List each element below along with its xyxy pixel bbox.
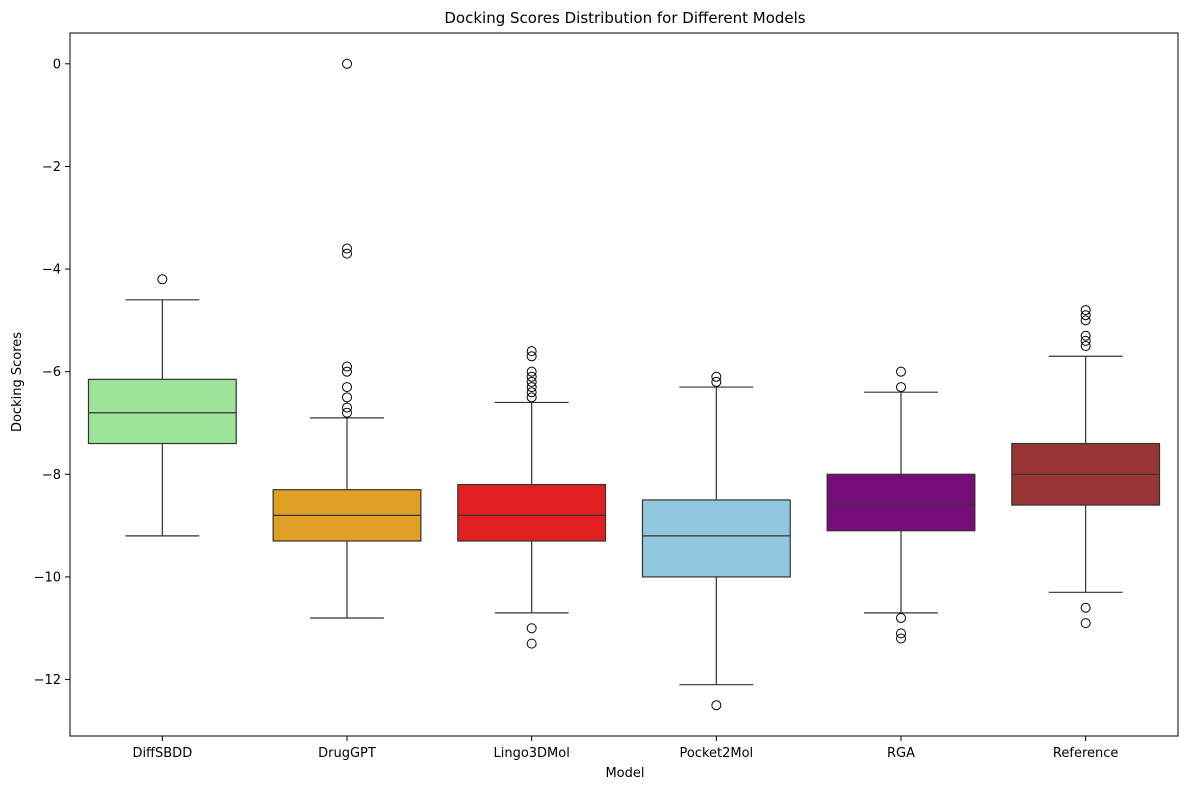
outlier-point [1080, 305, 1091, 316]
x-tick-label: RGA [887, 746, 915, 761]
x-tick-label: Reference [1053, 746, 1118, 761]
outlier-point [1080, 335, 1091, 346]
y-tick-label: −4 [42, 263, 61, 278]
outlier-point [342, 407, 352, 418]
outlier-point [896, 612, 906, 623]
outlier-point [896, 382, 906, 393]
outlier-point [1080, 618, 1091, 629]
y-axis-label: Docking Scores [10, 332, 25, 432]
y-tick-label: −6 [42, 365, 61, 380]
outlier-point [157, 274, 168, 285]
plot-frame [69, 32, 1179, 737]
box-diffsbdd [87, 378, 237, 445]
box-rga [826, 473, 976, 532]
y-tick-label: −8 [42, 468, 61, 483]
x-tick-label: DrugGPT [318, 746, 376, 761]
y-tick-label: 0 [53, 57, 61, 72]
outlier-point [1080, 602, 1091, 613]
outlier-point [1080, 330, 1091, 341]
outlier-point [526, 387, 537, 398]
outlier-point [342, 361, 352, 372]
outlier-point [711, 700, 722, 711]
outlier-point [342, 366, 352, 377]
y-tick-label: −10 [34, 570, 61, 585]
plot-area: 0 −2 −4 −6 −8 −10 −12 DiffSBDD DrugGPT Lingo3DMol… [34, 32, 1179, 761]
outlier-point [526, 382, 537, 393]
outlier-point [526, 346, 537, 357]
x-tick-label: Pocket2Mol [679, 746, 753, 761]
outlier-point [711, 371, 722, 382]
box-pocket2mol [641, 499, 791, 578]
x-axis-label: Model [605, 766, 644, 781]
outlier-point [526, 351, 537, 362]
outlier-point [526, 371, 537, 382]
outlier-point [526, 392, 537, 403]
outlier-point [896, 628, 906, 639]
outlier-point [896, 366, 906, 377]
outlier-point [1080, 310, 1091, 321]
outlier-point [342, 382, 352, 393]
y-tick-label: −2 [42, 160, 61, 175]
box-lingo3dmol [457, 483, 607, 542]
outlier-point [1080, 315, 1091, 326]
outlier-point [526, 638, 537, 649]
x-tick-label: Lingo3DMol [493, 746, 569, 761]
outlier-point [342, 248, 352, 259]
outlier-point [896, 633, 906, 644]
outlier-point [526, 376, 537, 387]
x-tick-label: DiffSBDD [132, 746, 192, 761]
chart-title: Docking Scores Distribution for Differen… [444, 9, 805, 27]
outlier-point [1080, 341, 1091, 352]
outlier-point [526, 623, 537, 634]
outlier-point [342, 392, 352, 403]
outlier-point [342, 243, 352, 254]
outlier-point [711, 376, 722, 387]
outlier-point [342, 402, 352, 413]
outlier-point [342, 58, 352, 69]
outlier-point [526, 366, 537, 377]
y-tick-label: −12 [34, 673, 61, 688]
